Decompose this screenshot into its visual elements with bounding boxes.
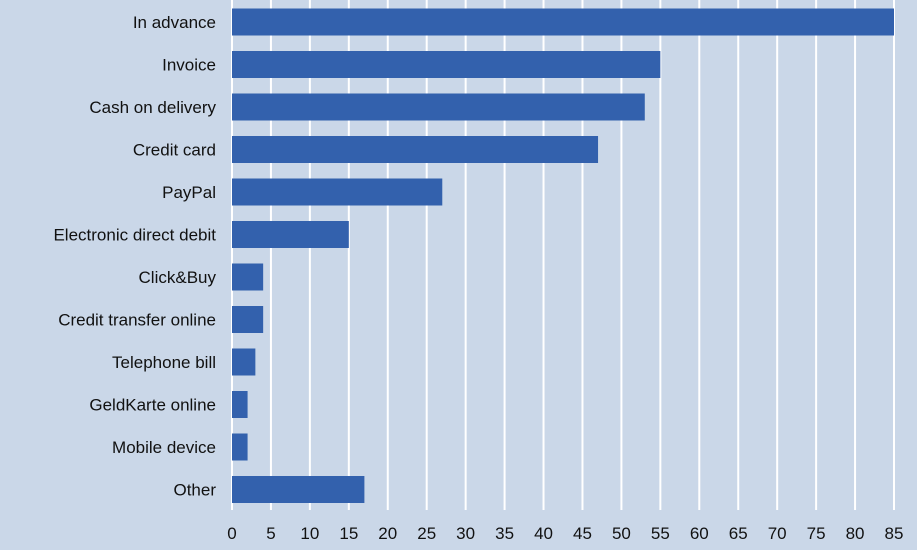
bar-paypal (232, 178, 443, 206)
bar-other (232, 476, 365, 503)
category-label-electronic-direct-debit: Electronic direct debit (53, 226, 216, 245)
x-axis-tick-labels: 0 5 10 15 20 25 30 35 40 45 50 55 60 65 70 75 80 85 (227, 524, 903, 543)
category-label-invoice: Invoice (162, 56, 216, 75)
x-tick-label-5: 5 (266, 524, 275, 543)
bar-in-advance (232, 8, 894, 36)
category-label-click-buy: Click&Buy (139, 268, 217, 287)
x-tick-label-0: 0 (227, 524, 236, 543)
x-tick-label-30: 30 (456, 524, 475, 543)
bar-credit-card (232, 136, 599, 163)
bar-mobile-device (232, 433, 248, 461)
x-tick-label-55: 55 (651, 524, 670, 543)
x-tick-label-35: 35 (495, 524, 514, 543)
bar-click-buy (232, 263, 264, 291)
bar-geldkarte-online (232, 391, 248, 418)
category-label-mobile-device: Mobile device (112, 438, 216, 457)
grid-lines (231, 0, 895, 510)
category-label-credit-transfer-online: Credit transfer online (58, 311, 216, 330)
category-label-credit-card: Credit card (133, 141, 216, 160)
bar-telephone-bill (232, 348, 256, 376)
x-tick-label-60: 60 (690, 524, 709, 543)
x-tick-label-10: 10 (300, 524, 319, 543)
bars (232, 8, 894, 503)
category-label-paypal: PayPal (162, 183, 216, 202)
category-label-in-advance: In advance (133, 13, 216, 32)
x-tick-label-15: 15 (339, 524, 358, 543)
x-tick-label-85: 85 (885, 524, 904, 543)
x-tick-label-50: 50 (612, 524, 631, 543)
x-tick-label-75: 75 (807, 524, 826, 543)
category-labels: In advance Invoice Cash on delivery Credit … (53, 13, 216, 500)
x-tick-label-65: 65 (729, 524, 748, 543)
bar-credit-transfer-online (232, 306, 264, 333)
x-tick-label-25: 25 (417, 524, 436, 543)
x-tick-label-70: 70 (768, 524, 787, 543)
x-tick-label-40: 40 (534, 524, 553, 543)
bar-electronic-direct-debit (232, 221, 349, 248)
x-tick-label-45: 45 (573, 524, 592, 543)
category-label-other: Other (173, 481, 216, 500)
category-label-cash-on-delivery: Cash on delivery (89, 98, 216, 117)
bar-invoice (232, 51, 661, 78)
category-label-geldkarte-online: GeldKarte online (89, 396, 216, 415)
x-tick-label-20: 20 (378, 524, 397, 543)
x-tick-label-80: 80 (846, 524, 865, 543)
bar-cash-on-delivery (232, 93, 645, 121)
category-label-telephone-bill: Telephone bill (112, 353, 216, 372)
